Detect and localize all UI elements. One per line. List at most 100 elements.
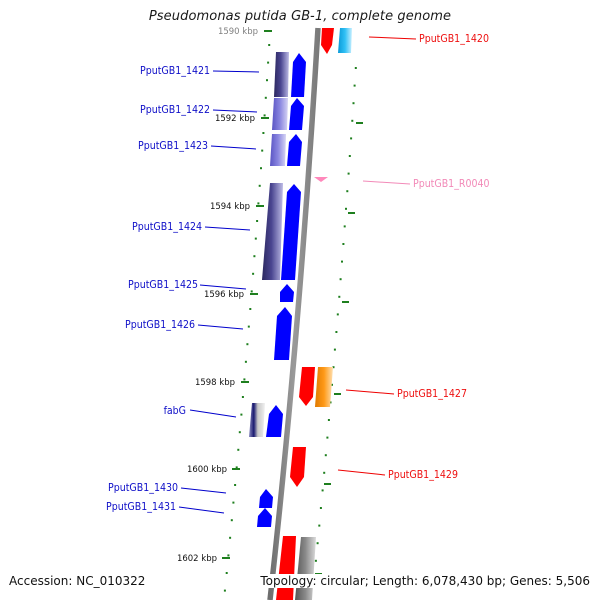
- tick-dot: [252, 272, 255, 275]
- leader-line: [180, 487, 227, 494]
- tick-dot: [235, 466, 238, 469]
- cds-block: [262, 183, 283, 280]
- tick-dot: [335, 331, 338, 333]
- gene-label-pputgb1-1429[interactable]: PputGB1_1429: [388, 469, 458, 481]
- gene-label-pputgb1-r0040[interactable]: PputGB1_R0040: [413, 178, 490, 190]
- cds-block: [272, 98, 288, 130]
- tick-dot: [338, 295, 341, 298]
- leader-line: [212, 109, 258, 113]
- tick-dot: [267, 61, 270, 64]
- reverse-gene-arrow: [276, 536, 296, 600]
- genome-backbone: [267, 27, 321, 600]
- inner-tick-track: [223, 44, 271, 592]
- tick-dot: [253, 255, 256, 258]
- scale-label: 1594 kbp: [210, 202, 250, 212]
- forward-gene-arrow: [281, 184, 301, 280]
- gene-label-fabg[interactable]: fabG: [164, 405, 186, 417]
- gene-label-pputgb1-1422[interactable]: PputGB1_1422: [140, 104, 210, 116]
- tick-dot: [247, 325, 250, 328]
- cds-block: [295, 537, 316, 600]
- tick-dot: [346, 190, 349, 193]
- tick-dot: [327, 419, 330, 421]
- tick-dot: [256, 220, 259, 222]
- cds-block: [338, 28, 352, 53]
- tick-dot: [244, 360, 247, 363]
- tick-dot: [353, 84, 356, 87]
- tick-dot: [225, 572, 228, 574]
- scale-label: 1600 kbp: [187, 465, 227, 475]
- tick-dot: [264, 96, 267, 99]
- scale-label: 1596 kbp: [204, 290, 244, 300]
- tick-dot: [324, 454, 327, 457]
- leader-line: [178, 506, 225, 514]
- genome-title: Pseudomonas putida GB-1, complete genome: [148, 9, 452, 24]
- forward-gene-arrow: [266, 405, 283, 437]
- tick-dot: [333, 348, 336, 351]
- leader-line: [197, 324, 244, 330]
- leader-line: [337, 469, 386, 476]
- tick-dot: [237, 448, 240, 451]
- leader-line: [362, 180, 411, 185]
- tick-dot: [266, 79, 268, 82]
- tick-dot: [351, 119, 354, 122]
- tick-dot: [354, 67, 357, 69]
- forward-gene-labels: PputGB1_1421 PputGB1_1422 PputGB1_1423 P…: [106, 65, 210, 513]
- forward-gene-arrow: [280, 284, 294, 302]
- tick-dot: [257, 202, 260, 205]
- rna-gene-arrow: [314, 177, 328, 182]
- tick-dot: [254, 237, 257, 240]
- gene-label-pputgb1-1420[interactable]: PputGB1_1420: [419, 33, 489, 45]
- tick-dot: [323, 471, 326, 474]
- reverse-gene-arrow: [299, 367, 315, 406]
- tick-dot: [321, 489, 324, 492]
- tick-dot: [227, 554, 230, 557]
- scale-label: 1590 kbp: [218, 27, 258, 37]
- tick-dot: [326, 436, 329, 439]
- gene-label-pputgb1-1431[interactable]: PputGB1_1431: [106, 501, 176, 513]
- tick-dot: [329, 401, 332, 404]
- tick-dot: [249, 308, 252, 310]
- gene-label-pputgb1-1427[interactable]: PputGB1_1427: [397, 388, 467, 400]
- gene-label-pputgb1-1424[interactable]: PputGB1_1424: [132, 221, 202, 233]
- gene-label-pputgb1-1423[interactable]: PputGB1_1423: [138, 140, 208, 152]
- scale-label: 1602 kbp: [177, 554, 217, 564]
- tick-dot: [342, 243, 345, 245]
- tick-dot: [331, 383, 333, 386]
- gene-label-pputgb1-1430[interactable]: PputGB1_1430: [108, 482, 178, 494]
- tick-dot: [268, 44, 271, 46]
- tick-dot: [260, 167, 262, 170]
- tick-dot: [250, 290, 253, 293]
- cds-track: [249, 28, 352, 600]
- accession-text: Accession: NC_010322: [7, 574, 148, 588]
- tick-dot: [240, 413, 243, 416]
- leader-line: [210, 145, 257, 150]
- leader-line: [212, 70, 260, 73]
- tick-dot: [241, 396, 244, 398]
- tick-dot: [246, 343, 249, 346]
- tick-dot: [332, 366, 335, 369]
- gene-label-pputgb1-1421[interactable]: PputGB1_1421: [140, 65, 210, 77]
- tick-dot: [223, 589, 226, 592]
- tick-dot: [263, 114, 266, 117]
- tick-dot: [258, 184, 261, 187]
- tick-dot: [348, 155, 351, 157]
- tick-dot: [350, 137, 353, 140]
- tick-dot: [261, 149, 264, 152]
- tick-dot: [316, 542, 319, 545]
- tick-dot: [345, 207, 347, 210]
- tick-dot: [347, 172, 350, 175]
- tick-dot: [343, 225, 346, 228]
- tick-dot: [341, 260, 343, 263]
- tick-dot: [232, 501, 235, 504]
- forward-gene-arrow: [259, 489, 273, 508]
- gene-label-pputgb1-1425[interactable]: PputGB1_1425: [128, 279, 198, 291]
- tick-dot: [314, 559, 317, 562]
- reverse-gene-arrow: [321, 28, 334, 54]
- cds-block: [249, 403, 265, 437]
- leader-line: [189, 409, 237, 418]
- leader-line: [345, 389, 395, 395]
- gene-label-pputgb1-1426[interactable]: PputGB1_1426: [125, 319, 195, 331]
- forward-gene-arrow: [257, 508, 272, 527]
- forward-gene-arrow: [287, 134, 302, 166]
